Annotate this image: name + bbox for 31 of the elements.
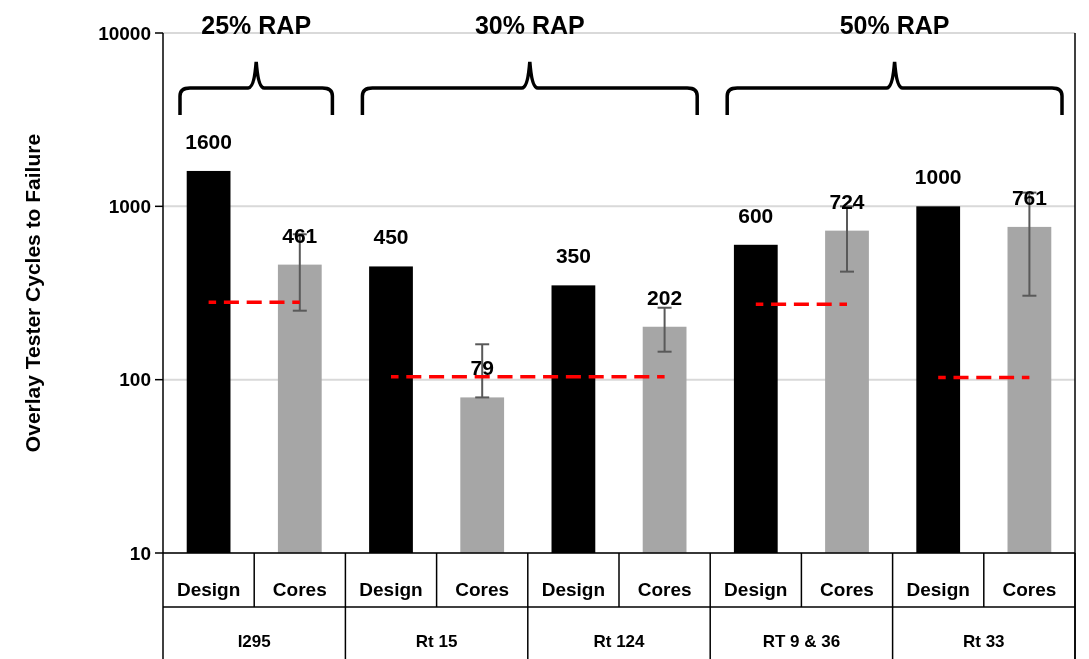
x-tick-label: Design: [359, 578, 423, 600]
x-tick-label: Design: [906, 578, 970, 600]
data-label: 1000: [914, 165, 962, 189]
text: RT 9 & 36: [762, 631, 841, 651]
x-tick-label: Cores: [637, 578, 692, 600]
data-label: 600: [738, 203, 774, 227]
text: I295: [237, 631, 271, 651]
y-tick-label: 10000: [98, 22, 151, 44]
x-tick-label: Cores: [820, 578, 874, 600]
x-tick-label: Cores: [455, 578, 510, 600]
x-tick-label: Cores: [272, 578, 327, 600]
data-label: 1600: [185, 129, 232, 153]
x-tick-label: Design: [724, 578, 788, 600]
annotation: 30% RAP: [474, 10, 585, 39]
data-label: 450: [373, 225, 409, 249]
y-tick-label: 1000: [108, 195, 151, 217]
data-label: 202: [647, 285, 683, 309]
data-label: 724: [829, 189, 865, 213]
x-tick-label: Design: [541, 578, 606, 600]
data-label: 350: [555, 244, 591, 268]
text: Rt 15: [415, 631, 458, 651]
x-tick-label: Cores: [1002, 578, 1057, 600]
y-axis-title: Overlay Tester Cycles to Failure: [21, 133, 44, 453]
x-tick-label: Design: [176, 578, 241, 600]
data-label: 461: [282, 223, 318, 247]
annotation: 25% RAP: [201, 10, 312, 39]
y-tick-label: 10: [129, 542, 151, 564]
annotation: 50% RAP: [839, 10, 950, 39]
text: Rt 124: [593, 631, 646, 651]
text: Rt 33: [963, 631, 1005, 651]
y-tick-label: 100: [119, 369, 151, 391]
